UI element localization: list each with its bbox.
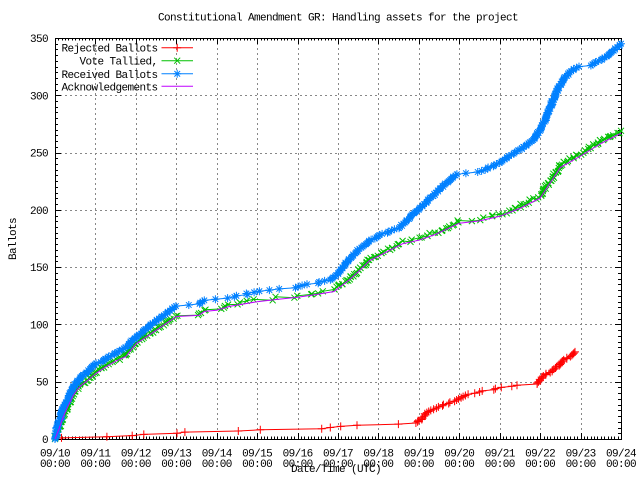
svg-text:09/10: 09/10 (40, 449, 70, 461)
svg-text:00:00: 00:00 (606, 459, 636, 471)
svg-text:09/11: 09/11 (80, 449, 111, 461)
svg-text:Ballots: Ballots (8, 218, 20, 260)
svg-text:00:00: 00:00 (80, 459, 110, 471)
svg-text:09/15: 09/15 (242, 449, 272, 461)
svg-text:00:00: 00:00 (363, 459, 393, 471)
svg-text:09/24: 09/24 (606, 449, 637, 461)
svg-text:Received Ballots: Received Ballots (61, 70, 157, 82)
svg-text:350: 350 (30, 34, 48, 46)
svg-text:09/17: 09/17 (323, 449, 353, 461)
svg-text:00:00: 00:00 (404, 459, 434, 471)
svg-text:09/19: 09/19 (404, 449, 434, 461)
svg-text:09/18: 09/18 (363, 449, 393, 461)
svg-text:Rejected Ballots: Rejected Ballots (61, 44, 157, 56)
svg-text:09/12: 09/12 (121, 449, 151, 461)
svg-text:00:00: 00:00 (242, 459, 272, 471)
svg-text:50: 50 (36, 378, 48, 390)
svg-text:09/13: 09/13 (161, 449, 191, 461)
svg-text:0: 0 (42, 435, 48, 447)
svg-text:00:00: 00:00 (121, 459, 151, 471)
svg-text:09/23: 09/23 (566, 449, 596, 461)
svg-text:Date/Time (UTC): Date/Time (UTC) (291, 464, 381, 476)
svg-text:100: 100 (30, 320, 48, 332)
svg-text:Vote Tallied,: Vote Tallied, (79, 57, 157, 69)
svg-text:09/20: 09/20 (444, 449, 474, 461)
svg-text:00:00: 00:00 (202, 459, 232, 471)
svg-text:150: 150 (30, 263, 48, 275)
svg-text:300: 300 (30, 91, 48, 103)
svg-text:00:00: 00:00 (485, 459, 515, 471)
svg-text:00:00: 00:00 (323, 459, 353, 471)
svg-text:09/16: 09/16 (283, 449, 313, 461)
svg-text:00:00: 00:00 (444, 459, 474, 471)
svg-text:200: 200 (30, 206, 48, 218)
svg-text:250: 250 (30, 149, 48, 161)
svg-text:Acknowledgements: Acknowledgements (61, 82, 157, 94)
svg-text:00:00: 00:00 (40, 459, 70, 471)
svg-text:09/14: 09/14 (202, 449, 233, 461)
svg-text:00:00: 00:00 (525, 459, 555, 471)
svg-text:00:00: 00:00 (283, 459, 313, 471)
svg-text:Constitutional Amendment GR: H: Constitutional Amendment GR: Handling as… (158, 13, 518, 25)
svg-text:00:00: 00:00 (566, 459, 596, 471)
svg-text:00:00: 00:00 (161, 459, 191, 471)
svg-text:09/22: 09/22 (525, 449, 555, 461)
svg-text:09/21: 09/21 (485, 449, 516, 461)
